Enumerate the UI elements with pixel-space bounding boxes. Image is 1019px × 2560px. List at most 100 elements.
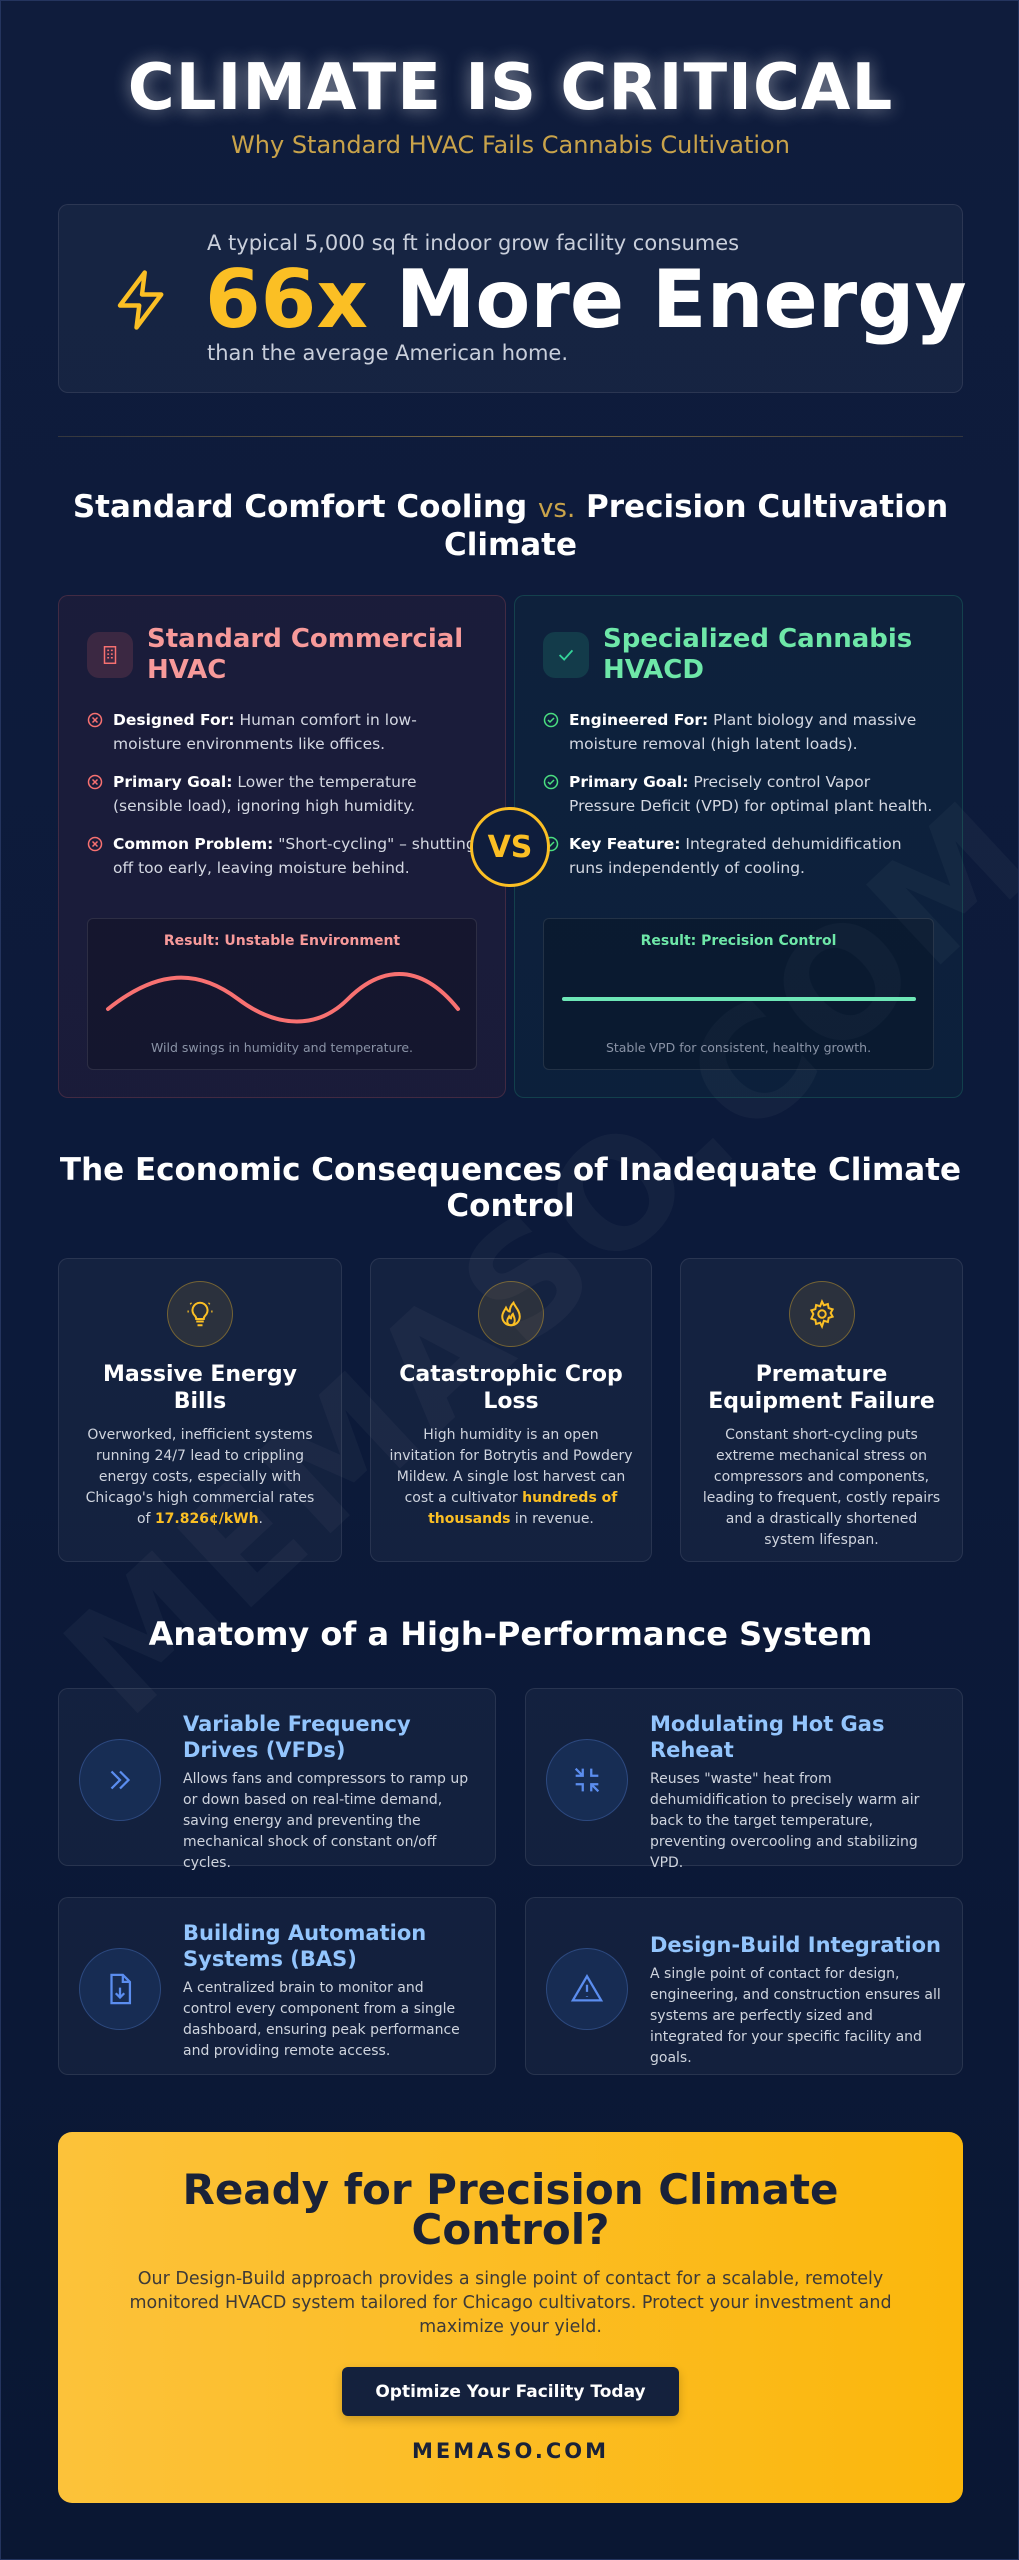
- cta-site: MEMASO.COM: [411, 2439, 610, 2463]
- economics-text: Overworked, inefficient systems running …: [77, 1425, 323, 1530]
- heading-vs: vs.: [538, 494, 576, 524]
- stat-box: A typical 5,000 sq ft indoor grow facili…: [58, 204, 967, 393]
- icon: [570, 1972, 604, 2006]
- icon-graphic: [87, 836, 103, 852]
- icon-graphic: [87, 774, 103, 790]
- feature-text: Engineered For: Plant biology and massiv…: [569, 708, 934, 756]
- feature-item: Primary Goal: Lower the temperature (sen…: [87, 770, 477, 818]
- cta-heading: Ready for Precision Climate Control?: [182, 2165, 839, 2254]
- economics-icon: [788, 1281, 855, 1347]
- cta-text: Our Design-Build approach provides a sin…: [129, 2269, 892, 2337]
- card-icon: [543, 632, 589, 678]
- result-caption: Stable VPD for consistent, healthy growt…: [605, 1040, 872, 1055]
- comparison-heading: Standard Comfort Cooling vs. Precision C…: [58, 489, 963, 563]
- anatomy-card: Building Automation Systems (BAS) A centr…: [58, 1897, 496, 2075]
- icon: [543, 770, 559, 818]
- comparison-card: Standard Commercial HVAC Designed For: Hu…: [58, 595, 506, 1098]
- icon: [87, 708, 103, 756]
- icon-graphic: [558, 649, 574, 661]
- icon-graphic: [87, 712, 103, 728]
- main-title: CLIMATE IS CRITICAL: [127, 51, 894, 125]
- icon-graphic: [106, 972, 460, 1024]
- icon-graphic: [110, 1770, 131, 1790]
- result-caption: Wild swings in humidity and temperature.: [150, 1040, 414, 1055]
- icon: [555, 644, 577, 666]
- icon: [807, 1299, 837, 1329]
- heading-left: Standard Comfort Cooling: [72, 489, 528, 525]
- economics-text: Constant short-cycling puts extreme mech…: [699, 1425, 944, 1551]
- feature-text: Designed For: Human comfort in low-moist…: [113, 708, 477, 756]
- icon-graphic: [574, 1767, 600, 1793]
- stat-outro: than the average American home.: [207, 341, 568, 365]
- divider: [58, 436, 963, 437]
- stat-intro: A typical 5,000 sq ft indoor grow facili…: [207, 231, 740, 255]
- icon: [496, 1299, 526, 1329]
- feature-text: Key Feature: Integrated dehumidification…: [569, 832, 934, 880]
- anatomy-body: Variable Frequency Drives (VFDs) Allows f…: [183, 1711, 475, 1871]
- result-title: Result: Precision Control: [640, 933, 837, 949]
- anatomy-icon: [546, 1948, 628, 2030]
- anatomy-icon: [546, 1739, 628, 1821]
- anatomy-body: Design-Build Integration A single point o…: [650, 1920, 942, 2066]
- icon: [185, 1299, 215, 1329]
- result-box: Result: Precision Control Stable VPD for …: [543, 918, 934, 1070]
- anatomy-icon: [79, 1739, 161, 1821]
- anatomy-text: A centralized brain to monitor and contr…: [183, 1980, 460, 2059]
- anatomy-title: Modulating Hot Gas Reheat: [650, 1712, 885, 1762]
- feature-desc: Integrated dehumidification runs indepen…: [569, 835, 902, 877]
- feature-item: Key Feature: Integrated dehumidification…: [543, 832, 934, 880]
- icon: [99, 644, 121, 666]
- economics-card: Catastrophic Crop Loss High humidity is a…: [370, 1258, 652, 1562]
- icon-graphic: [543, 774, 559, 790]
- feature-label: Common Problem:: [113, 835, 274, 853]
- feature-label: Designed For:: [113, 711, 235, 729]
- economics-desc: High humidity is an open invitation for …: [389, 1427, 633, 1506]
- icon-graphic: [187, 1301, 213, 1327]
- result-box: Result: Unstable Environment Wild swings …: [87, 918, 477, 1070]
- anatomy-text: Allows fans and compressors to ramp up o…: [183, 1771, 469, 1871]
- result-title: Result: Unstable Environment: [163, 933, 401, 949]
- subtitle: Why Standard HVAC Fails Cannabis Cultiva…: [231, 131, 790, 159]
- anatomy-heading: Anatomy of a High-Performance System: [148, 1615, 873, 1653]
- card-title: Specialized Cannabis HVACD: [603, 624, 913, 685]
- cta-button[interactable]: Optimize Your Facility Today: [342, 2367, 679, 2416]
- anatomy-title: Building Automation Systems (BAS): [183, 1921, 427, 1971]
- economics-icon: [167, 1281, 233, 1347]
- economics-highlight: hundreds of thousands: [428, 1490, 618, 1527]
- anatomy-card: Modulating Hot Gas Reheat Reuses "waste" …: [525, 1688, 963, 1871]
- anatomy-body: Building Automation Systems (BAS) A centr…: [183, 1920, 475, 2059]
- icon-graphic: [570, 1974, 604, 2002]
- feature-item: Primary Goal: Precisely control Vapor Pr…: [543, 770, 934, 818]
- stat-value: 66x: [205, 253, 368, 346]
- economics-card: Massive Energy Bills Overworked, ineffici…: [58, 1258, 342, 1562]
- economics-desc: Constant short-cycling puts extreme mech…: [702, 1427, 941, 1548]
- feature-desc: "Short-cycling" – shutting off too early…: [113, 835, 476, 877]
- feature-text: Common Problem: "Short-cycling" – shutti…: [113, 832, 477, 880]
- heading-right: Precision Cultivation Climate: [443, 489, 949, 563]
- icon: [87, 770, 103, 818]
- comparison-card: Specialized Cannabis HVACD Engineered For…: [514, 595, 963, 1098]
- economics-highlight: 17.826¢/kWh: [154, 1511, 259, 1527]
- anatomy-text: Reuses "waste" heat from dehumidificatio…: [650, 1771, 920, 1871]
- feature-text: Primary Goal: Lower the temperature (sen…: [113, 770, 477, 818]
- cta-box: Ready for Precision Climate Control? Our…: [58, 2132, 963, 2503]
- bolt-icon: [117, 270, 164, 330]
- feature-desc: Precisely control Vapor Pressure Deficit…: [569, 773, 933, 815]
- icon: [88, 959, 480, 1043]
- icon: [543, 708, 559, 756]
- feature-desc: Human comfort in low-moisture environmen…: [113, 711, 417, 753]
- anatomy-title: Variable Frequency Drives (VFDs): [183, 1712, 411, 1762]
- card-icon: [87, 632, 133, 678]
- economics-heading: The Economic Consequences of Inadequate …: [59, 1152, 962, 1224]
- icon: [103, 1972, 137, 2006]
- feature-label: Engineered For:: [569, 711, 709, 729]
- icon: [544, 959, 936, 1043]
- economics-title: Premature Equipment Failure: [708, 1362, 935, 1414]
- feature-item: Engineered For: Plant biology and massiv…: [543, 708, 934, 756]
- icon: [570, 1763, 604, 1797]
- economics-title: Massive Energy Bills: [103, 1362, 297, 1414]
- stat-line: 66x More Energy: [205, 255, 967, 345]
- card-header: Standard Commercial HVAC: [87, 624, 477, 686]
- anatomy-text: A single point of contact for design, en…: [650, 1966, 941, 2066]
- economics-text: High humidity is an open invitation for …: [389, 1425, 633, 1530]
